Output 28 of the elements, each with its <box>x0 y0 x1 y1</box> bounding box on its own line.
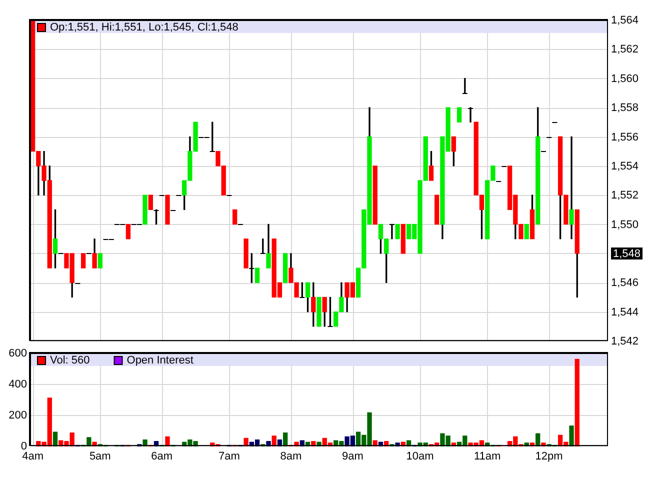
legend-label: Vol: 560 <box>50 354 90 367</box>
annotation: 1,548 <box>613 248 641 260</box>
y-tick-label: 1,546 <box>611 277 639 290</box>
x-tick-label: 7am <box>218 450 240 463</box>
y-tick-label: 200 <box>8 410 27 422</box>
x-tick-label: 10am <box>406 450 434 463</box>
x-tick-label: 4am <box>22 450 44 463</box>
x-tick-label: 8am <box>280 450 302 463</box>
y-tick-label: 1,564 <box>611 14 639 27</box>
y-tick-label: 1,556 <box>611 131 639 144</box>
y-tick-label: 1,544 <box>611 306 639 318</box>
y-tick-label: 1,558 <box>611 102 639 114</box>
x-tick-label: 12pm <box>535 450 563 463</box>
y-tick-label: 400 <box>8 378 27 391</box>
x-tick-label: 6am <box>151 450 173 463</box>
y-tick-label: 600 <box>8 348 27 360</box>
y-tick-label: 1,550 <box>611 218 639 231</box>
legend-label: Open Interest <box>126 354 194 367</box>
legend-label: Op:1,551, Hi:1,551, Lo:1,545, Cl:1,548 <box>50 22 238 34</box>
y-tick-label: 1,542 <box>611 336 639 348</box>
y-tick-label: 1,554 <box>611 160 639 172</box>
y-tick-label: 1,560 <box>611 72 639 85</box>
x-tick-label: 11am <box>474 450 501 463</box>
y-tick-label: 1,562 <box>611 44 639 56</box>
y-tick-label: 0 <box>20 440 27 453</box>
x-tick-label: 5am <box>89 450 111 463</box>
y-tick-label: 1,552 <box>611 190 639 202</box>
x-tick-label: 9am <box>342 450 364 463</box>
